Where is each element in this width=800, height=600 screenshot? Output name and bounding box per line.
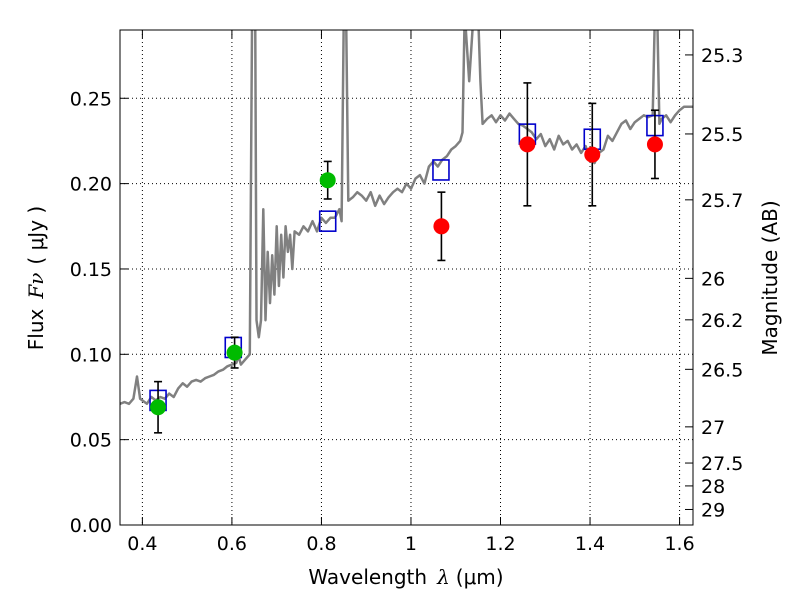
x-tick-label: 0.6	[217, 533, 247, 555]
y-axis-label-prefix: Flux	[24, 308, 48, 350]
observed-point-red	[519, 136, 536, 153]
plot-frame	[119, 29, 694, 526]
x-tick-label: 1	[405, 533, 417, 555]
model-point	[432, 159, 450, 181]
y-tick-label: 0.00	[70, 515, 112, 537]
y2-tick-label: 28	[701, 476, 725, 498]
y2-tick-label: 29	[701, 499, 725, 521]
y-axis-label-unit: ( μJy )	[24, 206, 48, 265]
observed-point-red	[433, 218, 450, 235]
x-tick-label: 1.4	[575, 533, 605, 555]
observed-point-red	[646, 136, 663, 153]
x-axis-label-prefix: Wavelength	[308, 565, 427, 589]
y2-tick-label: 26.2	[701, 310, 743, 332]
y2-tick-label: 26.5	[701, 359, 743, 381]
y-axis-label: Flux Fν ( μJy )	[24, 206, 48, 350]
y-tick-label: 0.25	[70, 88, 112, 110]
x-tick-label: 0.8	[306, 533, 336, 555]
observed-point-green	[226, 344, 243, 361]
model-point	[318, 210, 337, 232]
y2-tick-label: 25.5	[701, 124, 743, 146]
y2-tick-label: 25.3	[701, 45, 743, 67]
y-tick-label: 0.15	[70, 259, 112, 281]
y2-tick-label: 25.7	[701, 190, 743, 212]
observed-point-green	[150, 399, 167, 416]
observed-point-red	[584, 146, 601, 163]
y2-axis-label: Magnitude (AB)	[758, 200, 782, 355]
y-tick-label: 0.10	[70, 344, 112, 366]
y2-tick-label: 27.5	[701, 453, 743, 475]
axes: 0.4 0.6 0.8 1 1.2 1.4 1.6 0.00 0.05 0.10 0.15 0.20 0…	[70, 30, 743, 555]
observed-point-green	[319, 172, 336, 189]
y-tick-label: 0.20	[70, 174, 112, 196]
x-axis-label-unit: (μm)	[456, 565, 504, 589]
x-tick-label: 1.6	[664, 533, 694, 555]
x-axis-label: Wavelength λ (μm)	[308, 565, 503, 589]
grid-lines	[120, 30, 693, 526]
x-tick-label: 1.2	[485, 533, 515, 555]
x-axis-label-symbol: λ	[436, 565, 450, 589]
plot-area	[120, 30, 693, 434]
y-axis-label-symbol: Fν	[24, 273, 48, 300]
y2-tick-label: 26	[701, 268, 725, 290]
x-tick-label: 0.4	[127, 533, 157, 555]
y2-tick-label: 27	[701, 417, 725, 439]
y-tick-label: 0.05	[70, 430, 112, 452]
